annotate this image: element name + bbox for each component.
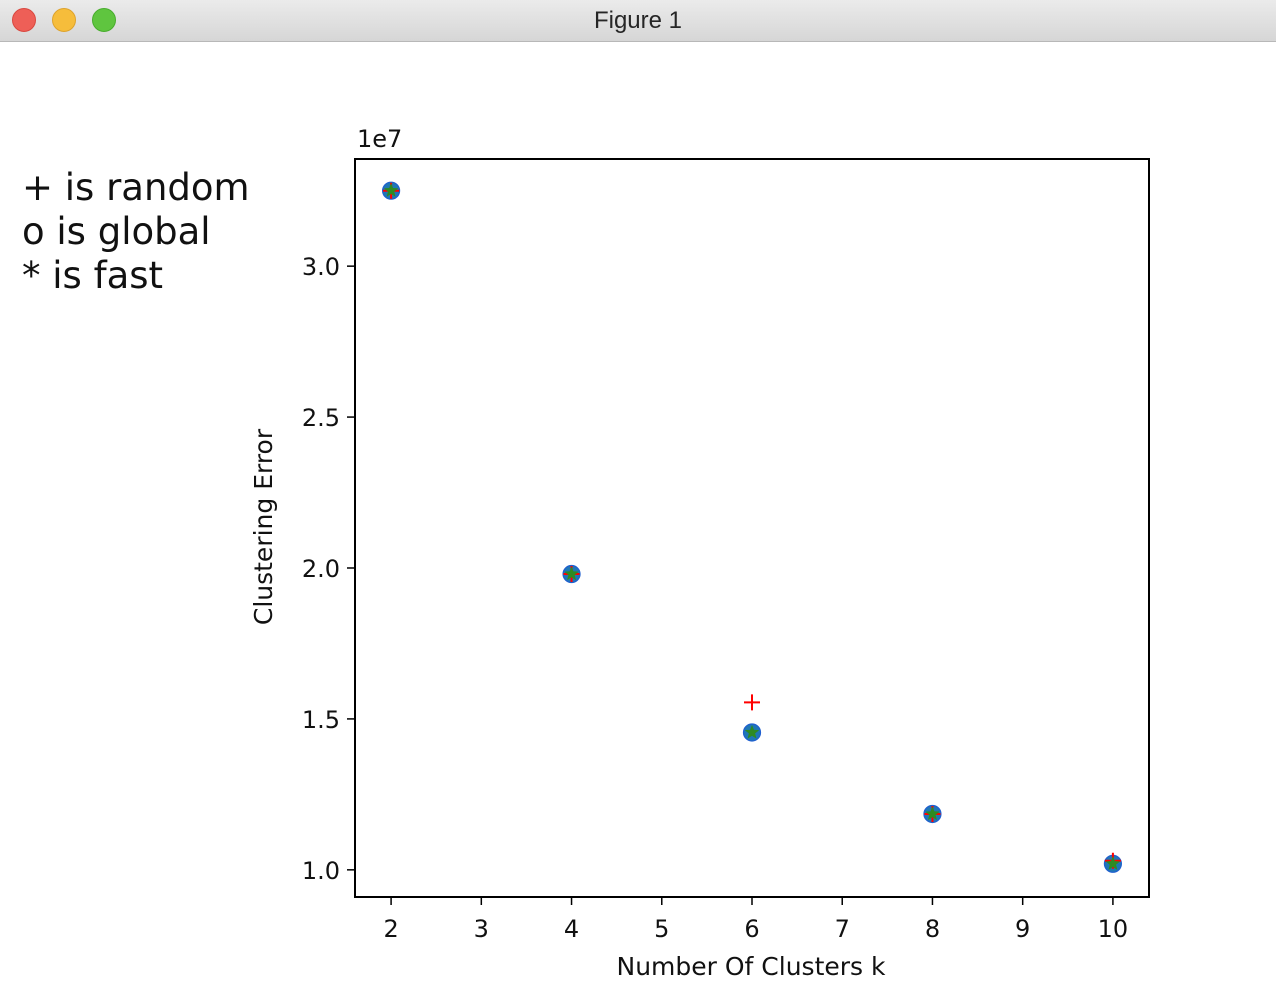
marker-annotation: + is random o is global * is fast bbox=[22, 166, 250, 298]
x-tick-label: 7 bbox=[835, 915, 850, 943]
global-point bbox=[742, 723, 762, 742]
random-point bbox=[383, 182, 400, 199]
global-point bbox=[562, 564, 581, 584]
y-tick-label: 1.5 bbox=[302, 706, 340, 734]
x-axis-label: Number Of Clusters k bbox=[617, 952, 887, 981]
x-tick-label: 2 bbox=[383, 915, 398, 943]
x-tick-label: 9 bbox=[1015, 915, 1030, 943]
close-window-button[interactable] bbox=[12, 8, 36, 32]
window-title: Figure 1 bbox=[593, 7, 683, 34]
x-tick-label: 8 bbox=[925, 915, 940, 943]
y-axis-offset-label: 1e7 bbox=[357, 125, 402, 153]
annotation-line-fast: * is fast bbox=[22, 254, 164, 297]
annotation-line-random: + is random bbox=[22, 166, 250, 209]
random-point bbox=[744, 694, 760, 711]
random-point bbox=[1104, 852, 1121, 869]
x-tick-label: 5 bbox=[654, 915, 669, 943]
x-tick-label: 3 bbox=[474, 915, 489, 943]
title-bar[interactable]: Figure 1 bbox=[0, 0, 1276, 42]
x-tick-label: 6 bbox=[744, 915, 759, 943]
minimize-window-button[interactable] bbox=[52, 8, 76, 32]
global-point bbox=[923, 804, 942, 824]
random-point bbox=[924, 805, 941, 822]
y-tick-label: 1.0 bbox=[302, 857, 340, 885]
y-axis-label: Clustering Error bbox=[249, 428, 278, 625]
fast-point bbox=[383, 182, 399, 197]
x-tick-label: 4 bbox=[564, 915, 579, 943]
fast-point bbox=[1105, 856, 1121, 871]
global-point bbox=[381, 181, 401, 200]
y-tick-label: 2.5 bbox=[302, 404, 340, 432]
fast-point bbox=[564, 566, 579, 581]
x-tick-label: 10 bbox=[1098, 915, 1129, 943]
plot-frame bbox=[354, 158, 1150, 898]
annotation-line-global: o is global bbox=[22, 210, 211, 253]
y-tick-label: 2.0 bbox=[302, 555, 340, 583]
y-tick-label: 3.0 bbox=[302, 253, 340, 281]
zoom-window-button[interactable] bbox=[92, 8, 116, 32]
random-point bbox=[563, 566, 580, 583]
fast-point bbox=[744, 724, 760, 739]
global-point bbox=[1103, 854, 1123, 873]
fast-point bbox=[925, 806, 940, 821]
